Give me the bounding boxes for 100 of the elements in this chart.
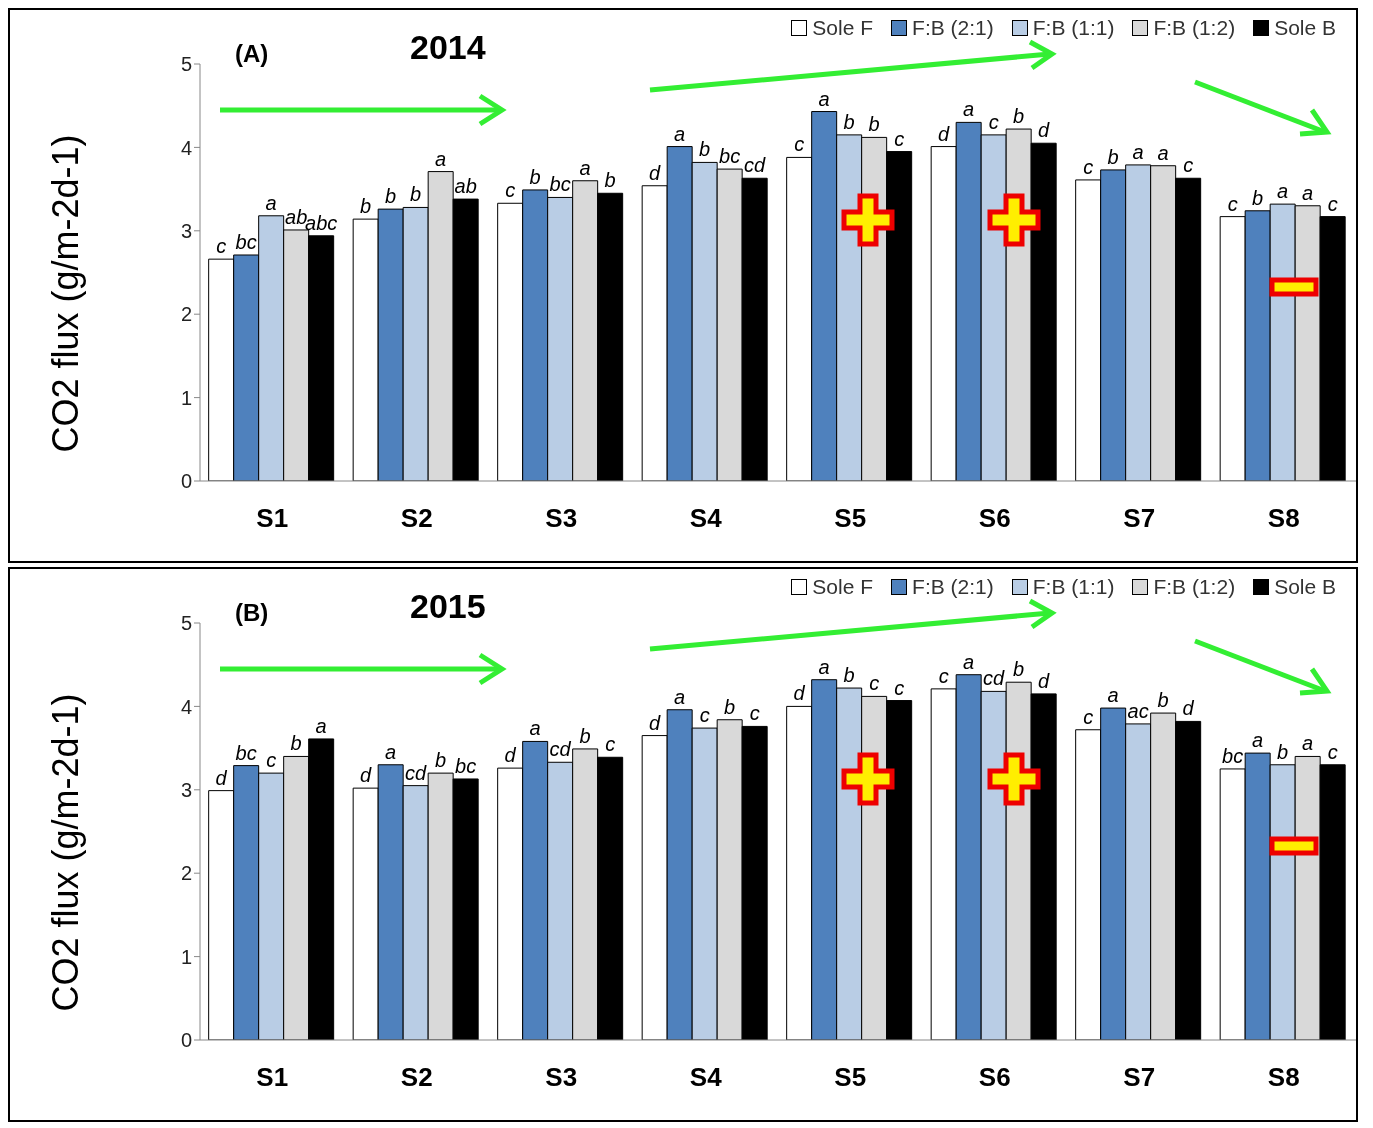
y-tick-label: 2 — [180, 303, 192, 326]
data-label: a — [1157, 141, 1169, 164]
data-label: b — [699, 138, 711, 161]
data-label: a — [529, 717, 541, 740]
data-label: a — [265, 191, 277, 214]
data-label: b — [1013, 105, 1025, 128]
data-label: c — [505, 179, 516, 202]
y-tick-label: 5 — [180, 612, 192, 635]
x-tick-label: S2 — [400, 1062, 433, 1093]
annotation: (B) — [235, 599, 269, 627]
data-label: a — [674, 685, 686, 708]
data-label: a — [435, 147, 447, 170]
data-label: bc — [235, 741, 257, 764]
data-label: bc — [1222, 744, 1244, 767]
data-label: a — [1302, 732, 1314, 755]
legend-label: F:B (2:1) — [912, 575, 994, 599]
data-label: a — [963, 98, 975, 121]
y-tick-label: 5 — [180, 53, 192, 76]
data-label: c — [938, 664, 949, 687]
data-label: d — [504, 744, 517, 767]
data-label: a — [385, 740, 397, 763]
data-label: c — [266, 749, 277, 772]
data-label: a — [1277, 180, 1289, 203]
data-label: b — [843, 110, 855, 133]
data-label: b — [360, 195, 372, 218]
data-label: d — [360, 764, 373, 787]
y-tick-label: 4 — [180, 695, 192, 718]
data-label: d — [938, 122, 951, 145]
x-tick-label: S4 — [689, 1062, 723, 1093]
x-tick-label: S1 — [256, 1062, 289, 1093]
data-label: c — [1327, 740, 1338, 763]
legend-label: F:B (2:1) — [912, 16, 994, 40]
data-label: c — [1227, 192, 1238, 215]
data-label: b — [1157, 689, 1169, 712]
data-label: c — [1183, 154, 1194, 177]
chart-title: 2014 — [410, 28, 486, 67]
x-tick-label: S1 — [256, 503, 289, 534]
legend-label: F:B (1:1) — [1032, 16, 1115, 40]
data-label: b — [579, 724, 591, 747]
y-axis-title: CO2 flux (g/m-2d-1) — [44, 134, 86, 453]
y-tick-label: 3 — [180, 778, 192, 801]
data-label: a — [1252, 729, 1264, 752]
data-label: a — [579, 156, 591, 179]
legend-label: F:B (1:2) — [1153, 575, 1236, 599]
x-tick-label: S5 — [834, 1062, 867, 1093]
data-label: b — [290, 732, 302, 755]
y-tick-label: 2 — [180, 862, 192, 885]
y-tick-label: 0 — [180, 470, 192, 493]
data-label: b — [1107, 145, 1119, 168]
data-label: bc — [549, 173, 571, 196]
data-label: b — [1013, 658, 1025, 681]
y-tick-label: 1 — [180, 945, 192, 968]
data-label: bc — [455, 754, 477, 777]
legend-label: F:B (1:2) — [1153, 16, 1236, 40]
y-tick-label: 3 — [180, 219, 192, 242]
data-label: c — [749, 702, 760, 725]
data-label: b — [410, 183, 422, 206]
x-tick-label: S6 — [978, 503, 1011, 534]
legend-label: Sole B — [1274, 575, 1336, 599]
chart-title: 2015 — [410, 587, 486, 626]
x-tick-label: S7 — [1123, 1062, 1156, 1093]
x-tick-label: S5 — [834, 503, 867, 534]
x-tick-label: S7 — [1123, 503, 1156, 534]
data-label: d — [649, 161, 662, 184]
data-label: c — [1327, 192, 1338, 215]
data-label: a — [963, 650, 975, 673]
data-label: c — [894, 127, 905, 150]
data-label: cd — [405, 761, 428, 784]
data-label: c — [794, 133, 805, 156]
data-label: a — [818, 87, 830, 110]
data-label: d — [649, 711, 662, 734]
data-label: b — [724, 695, 736, 718]
annotation: (A) — [235, 40, 269, 68]
data-label: d — [1182, 697, 1195, 720]
data-label: bc — [719, 145, 741, 168]
x-tick-label: S2 — [400, 503, 433, 534]
data-label: a — [1132, 140, 1144, 163]
data-label: d — [793, 682, 806, 705]
legend-label: Sole F — [812, 16, 874, 40]
x-tick-label: S6 — [978, 1062, 1011, 1093]
data-label: b — [604, 169, 616, 192]
data-label: b — [1277, 740, 1289, 763]
legend-label: Sole B — [1274, 16, 1336, 40]
data-label: c — [216, 235, 227, 258]
data-label: cd — [744, 154, 767, 177]
data-label: b — [868, 113, 880, 136]
x-tick-label: S3 — [545, 503, 578, 534]
x-tick-label: S8 — [1267, 503, 1300, 534]
data-label: ac — [1127, 699, 1149, 722]
data-label: d — [1038, 669, 1051, 692]
y-tick-label: 0 — [180, 1029, 192, 1052]
data-label: c — [869, 672, 880, 695]
data-label: bc — [235, 230, 257, 253]
data-label: b — [843, 664, 855, 687]
data-label: c — [699, 704, 710, 727]
data-label: ab — [454, 175, 477, 198]
data-label: a — [1107, 684, 1119, 707]
data-label: a — [818, 655, 830, 678]
data-label: b — [1252, 186, 1264, 209]
data-label: b — [435, 749, 447, 772]
